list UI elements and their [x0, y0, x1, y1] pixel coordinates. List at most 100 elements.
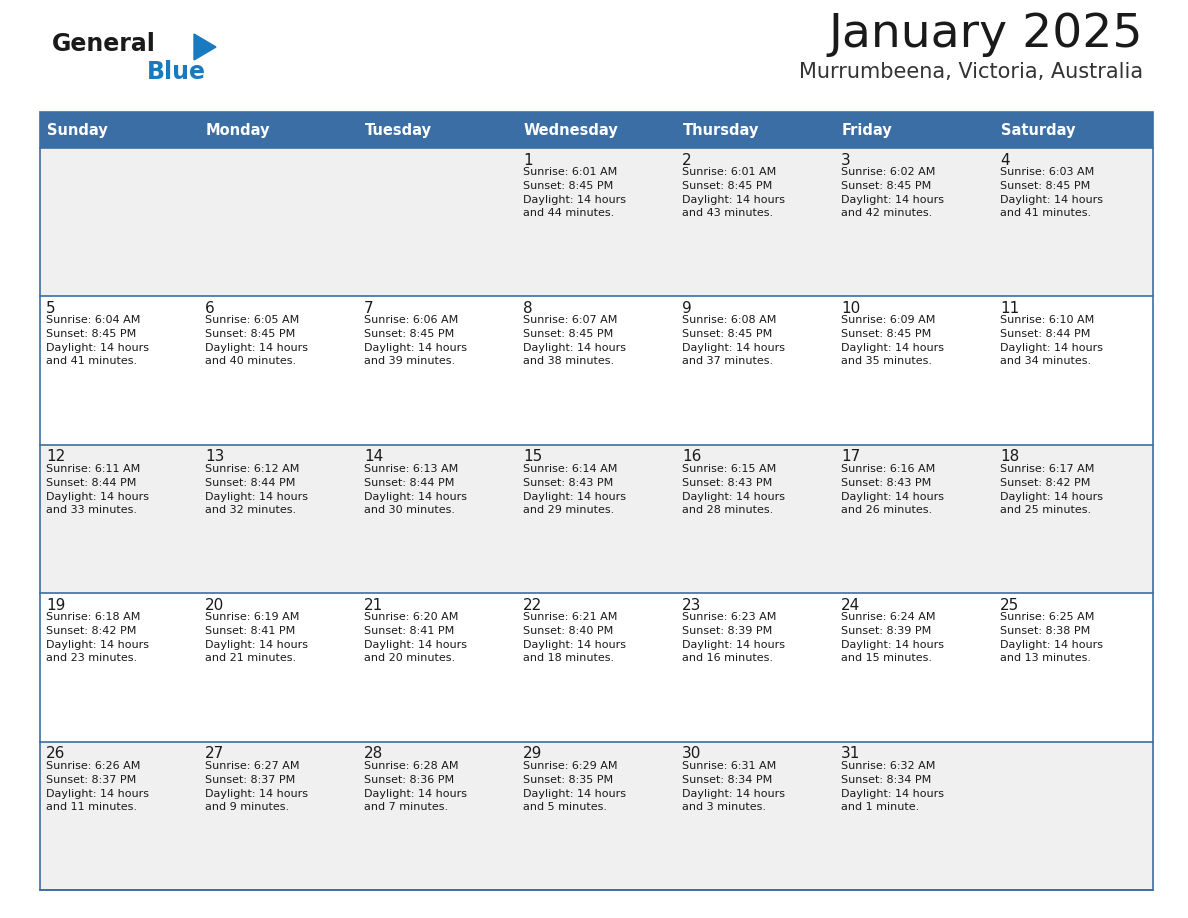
Polygon shape: [194, 34, 216, 60]
Text: Sunset: 8:41 PM: Sunset: 8:41 PM: [206, 626, 296, 636]
Text: and 26 minutes.: and 26 minutes.: [841, 505, 933, 515]
Text: Sunrise: 6:18 AM: Sunrise: 6:18 AM: [46, 612, 140, 622]
Text: Daylight: 14 hours: Daylight: 14 hours: [841, 343, 944, 353]
Text: Sunset: 8:45 PM: Sunset: 8:45 PM: [523, 181, 613, 191]
Text: 21: 21: [364, 598, 384, 612]
Text: 18: 18: [1000, 449, 1019, 465]
Text: 2: 2: [682, 152, 691, 167]
Text: Sunset: 8:43 PM: Sunset: 8:43 PM: [841, 477, 931, 487]
Text: Sunrise: 6:16 AM: Sunrise: 6:16 AM: [841, 464, 935, 474]
Text: and 30 minutes.: and 30 minutes.: [364, 505, 455, 515]
Text: 25: 25: [1000, 598, 1019, 612]
Text: and 32 minutes.: and 32 minutes.: [206, 505, 296, 515]
Text: Sunset: 8:44 PM: Sunset: 8:44 PM: [364, 477, 454, 487]
Text: and 33 minutes.: and 33 minutes.: [46, 505, 137, 515]
Text: and 35 minutes.: and 35 minutes.: [841, 356, 933, 366]
Text: Sunrise: 6:13 AM: Sunrise: 6:13 AM: [364, 464, 459, 474]
Text: Daylight: 14 hours: Daylight: 14 hours: [523, 789, 626, 799]
Text: Daylight: 14 hours: Daylight: 14 hours: [364, 343, 467, 353]
Text: and 28 minutes.: and 28 minutes.: [682, 505, 773, 515]
Text: Daylight: 14 hours: Daylight: 14 hours: [206, 640, 308, 650]
Bar: [40, 112, 1154, 890]
Text: Sunset: 8:45 PM: Sunset: 8:45 PM: [206, 330, 296, 340]
Text: and 11 minutes.: and 11 minutes.: [46, 801, 137, 812]
Text: Friday: Friday: [842, 122, 892, 138]
Text: Sunrise: 6:17 AM: Sunrise: 6:17 AM: [1000, 464, 1094, 474]
Text: Daylight: 14 hours: Daylight: 14 hours: [523, 492, 626, 502]
Text: 30: 30: [682, 746, 701, 761]
Text: and 43 minutes.: and 43 minutes.: [682, 208, 773, 218]
Text: Sunset: 8:36 PM: Sunset: 8:36 PM: [364, 775, 454, 785]
Bar: [40, 148, 1154, 297]
Bar: [40, 112, 200, 148]
Text: Sunset: 8:40 PM: Sunset: 8:40 PM: [523, 626, 613, 636]
Text: 3: 3: [841, 152, 851, 167]
Text: Sunrise: 6:29 AM: Sunrise: 6:29 AM: [523, 761, 618, 770]
Text: 22: 22: [523, 598, 542, 612]
Text: 16: 16: [682, 449, 701, 465]
Text: Sunset: 8:45 PM: Sunset: 8:45 PM: [841, 181, 931, 191]
Text: Sunset: 8:37 PM: Sunset: 8:37 PM: [46, 775, 137, 785]
Text: Daylight: 14 hours: Daylight: 14 hours: [1000, 640, 1102, 650]
Bar: [40, 445, 1154, 593]
Bar: [358, 112, 517, 148]
Text: Sunrise: 6:19 AM: Sunrise: 6:19 AM: [206, 612, 299, 622]
Text: Sunset: 8:41 PM: Sunset: 8:41 PM: [364, 626, 454, 636]
Bar: [517, 112, 676, 148]
Text: Sunrise: 6:28 AM: Sunrise: 6:28 AM: [364, 761, 459, 770]
Text: and 20 minutes.: and 20 minutes.: [364, 654, 455, 663]
Text: 20: 20: [206, 598, 225, 612]
Text: 23: 23: [682, 598, 701, 612]
Text: Murrumbeena, Victoria, Australia: Murrumbeena, Victoria, Australia: [798, 62, 1143, 82]
Text: and 25 minutes.: and 25 minutes.: [1000, 505, 1091, 515]
Text: Sunset: 8:45 PM: Sunset: 8:45 PM: [46, 330, 137, 340]
Text: Sunrise: 6:15 AM: Sunrise: 6:15 AM: [682, 464, 776, 474]
Text: Sunset: 8:44 PM: Sunset: 8:44 PM: [206, 477, 296, 487]
Bar: [40, 593, 1154, 742]
Text: Sunset: 8:45 PM: Sunset: 8:45 PM: [682, 330, 772, 340]
Text: Daylight: 14 hours: Daylight: 14 hours: [841, 195, 944, 205]
Text: and 5 minutes.: and 5 minutes.: [523, 801, 607, 812]
Text: Daylight: 14 hours: Daylight: 14 hours: [46, 789, 148, 799]
Text: Sunrise: 6:23 AM: Sunrise: 6:23 AM: [682, 612, 777, 622]
Text: Sunset: 8:39 PM: Sunset: 8:39 PM: [841, 626, 931, 636]
Text: Sunset: 8:44 PM: Sunset: 8:44 PM: [1000, 330, 1091, 340]
Text: 1: 1: [523, 152, 532, 167]
Text: 4: 4: [1000, 152, 1010, 167]
Text: 8: 8: [523, 301, 532, 316]
Text: Tuesday: Tuesday: [365, 122, 432, 138]
Bar: [40, 742, 1154, 890]
Bar: [676, 112, 835, 148]
Text: 14: 14: [364, 449, 384, 465]
Text: Daylight: 14 hours: Daylight: 14 hours: [206, 789, 308, 799]
Text: Daylight: 14 hours: Daylight: 14 hours: [364, 789, 467, 799]
Text: Sunrise: 6:04 AM: Sunrise: 6:04 AM: [46, 316, 140, 325]
Text: and 39 minutes.: and 39 minutes.: [364, 356, 455, 366]
Text: Sunset: 8:45 PM: Sunset: 8:45 PM: [523, 330, 613, 340]
Text: 24: 24: [841, 598, 860, 612]
Text: Sunrise: 6:25 AM: Sunrise: 6:25 AM: [1000, 612, 1094, 622]
Text: Sunrise: 6:01 AM: Sunrise: 6:01 AM: [682, 167, 776, 177]
Text: and 13 minutes.: and 13 minutes.: [1000, 654, 1091, 663]
Text: Sunset: 8:37 PM: Sunset: 8:37 PM: [206, 775, 296, 785]
Text: 7: 7: [364, 301, 373, 316]
Text: and 7 minutes.: and 7 minutes.: [364, 801, 448, 812]
Text: Sunset: 8:45 PM: Sunset: 8:45 PM: [1000, 181, 1091, 191]
Text: Sunset: 8:45 PM: Sunset: 8:45 PM: [841, 330, 931, 340]
Text: 10: 10: [841, 301, 860, 316]
Text: 15: 15: [523, 449, 542, 465]
Text: Sunrise: 6:12 AM: Sunrise: 6:12 AM: [206, 464, 299, 474]
Text: Daylight: 14 hours: Daylight: 14 hours: [682, 195, 785, 205]
Text: Daylight: 14 hours: Daylight: 14 hours: [1000, 195, 1102, 205]
Text: and 37 minutes.: and 37 minutes.: [682, 356, 773, 366]
Text: Sunset: 8:44 PM: Sunset: 8:44 PM: [46, 477, 137, 487]
Text: Daylight: 14 hours: Daylight: 14 hours: [682, 640, 785, 650]
Text: Daylight: 14 hours: Daylight: 14 hours: [1000, 492, 1102, 502]
Text: Sunrise: 6:26 AM: Sunrise: 6:26 AM: [46, 761, 140, 770]
Text: 28: 28: [364, 746, 384, 761]
Text: and 3 minutes.: and 3 minutes.: [682, 801, 766, 812]
Text: Daylight: 14 hours: Daylight: 14 hours: [523, 640, 626, 650]
Text: Sunrise: 6:27 AM: Sunrise: 6:27 AM: [206, 761, 299, 770]
Text: Sunrise: 6:31 AM: Sunrise: 6:31 AM: [682, 761, 776, 770]
Text: 26: 26: [46, 746, 65, 761]
